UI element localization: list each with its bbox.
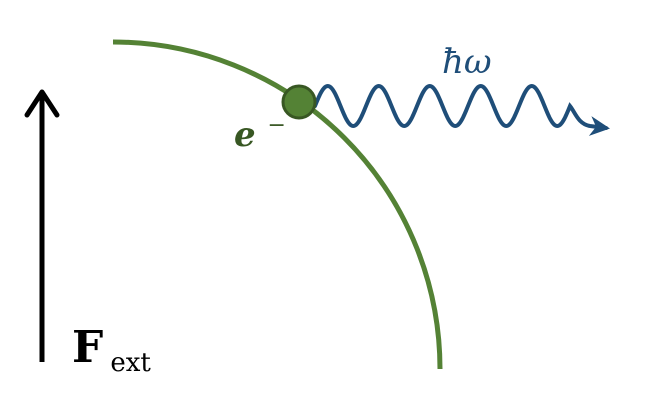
photon-wave bbox=[313, 83, 610, 136]
orbit-arc bbox=[112, 39, 443, 370]
photon-label: ħω bbox=[442, 42, 492, 82]
force-arrow-head bbox=[24, 89, 60, 118]
force-arrow bbox=[24, 89, 60, 362]
electron-dot bbox=[281, 84, 317, 120]
electron-label-base: e bbox=[234, 115, 256, 155]
electron-label-sup: − bbox=[267, 113, 285, 138]
electron-label: e − bbox=[234, 113, 286, 155]
force-label-base: F bbox=[72, 322, 103, 373]
force-label-sub: ext bbox=[110, 348, 151, 378]
force-label: F ext bbox=[72, 322, 151, 378]
